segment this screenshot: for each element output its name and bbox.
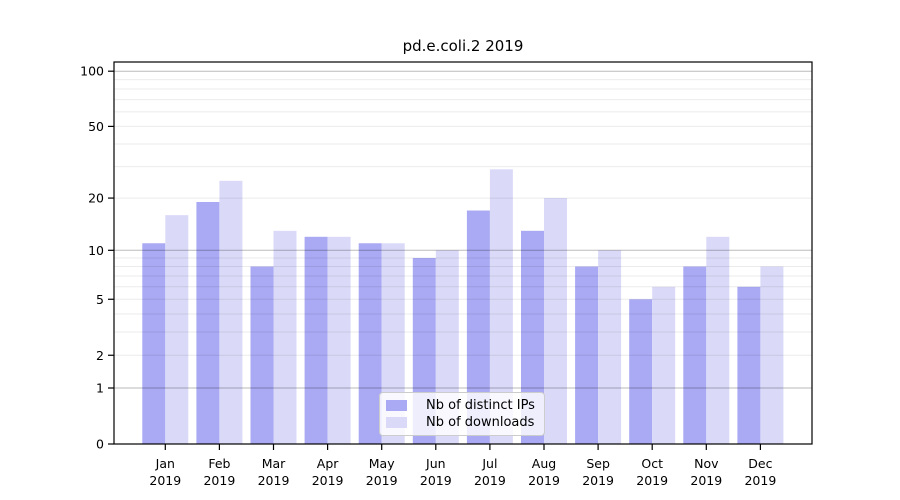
legend: Nb of distinct IPs Nb of downloads xyxy=(379,392,545,436)
bar-downloads-oct xyxy=(652,286,676,444)
x-tick-label-jul: Jul 2019 xyxy=(474,456,506,488)
bar-downloads-feb xyxy=(219,180,243,445)
y-tick-label-0: 0 xyxy=(96,437,104,452)
bar-downloads-jul xyxy=(489,169,513,445)
x-tick-label-dec: Dec 2019 xyxy=(744,456,776,488)
x-tick-label-may: May 2019 xyxy=(366,456,398,488)
x-tick-label-sep: Sep 2019 xyxy=(582,456,614,488)
chart-title: pd.e.coli.2 2019 xyxy=(402,37,524,55)
x-tick-label-jun: Jun 2019 xyxy=(420,456,452,488)
bar-distinct-ips-feb xyxy=(196,202,220,444)
legend-item-distinct-ips: Nb of distinct IPs xyxy=(386,397,538,414)
bar-distinct-ips-may xyxy=(358,243,382,444)
y-tick-label-1: 1 xyxy=(96,381,104,396)
plot-border xyxy=(113,61,813,445)
x-tick-label-aug: Aug 2019 xyxy=(528,456,560,488)
legend-swatch-distinct-ips xyxy=(386,400,407,411)
x-tick-label-mar: Mar 2019 xyxy=(258,456,290,488)
bar-downloads-nov xyxy=(706,236,730,444)
bar-distinct-ips-sep xyxy=(575,266,599,444)
bar-distinct-ips-jan xyxy=(142,243,166,444)
legend-label-downloads: Nb of downloads xyxy=(426,415,535,430)
x-tick-label-nov: Nov 2019 xyxy=(690,456,722,488)
bar-downloads-sep xyxy=(598,250,622,444)
bar-distinct-ips-aug xyxy=(521,230,544,444)
bar-distinct-ips-nov xyxy=(683,266,707,444)
legend-item-downloads: Nb of downloads xyxy=(386,414,538,431)
y-tick-label-20: 20 xyxy=(88,191,104,206)
x-tick-label-feb: Feb 2019 xyxy=(203,456,235,488)
bar-downloads-apr xyxy=(327,236,351,444)
bar-distinct-ips-mar xyxy=(250,266,274,444)
bar-distinct-ips-jul xyxy=(466,210,490,444)
legend-swatch-downloads xyxy=(386,417,407,428)
y-tick-label-2: 2 xyxy=(96,348,104,363)
x-tick-label-oct: Oct 2019 xyxy=(636,456,668,488)
bar-downloads-dec xyxy=(760,266,784,444)
bar-distinct-ips-oct xyxy=(629,299,653,444)
bar-downloads-mar xyxy=(273,230,297,444)
x-tick-label-jan: Jan 2019 xyxy=(149,456,181,488)
bar-distinct-ips-dec xyxy=(737,286,761,444)
y-tick-label-50: 50 xyxy=(88,119,104,134)
bar-downloads-aug xyxy=(544,198,567,444)
y-tick-label-100: 100 xyxy=(80,64,104,79)
bar-downloads-jan xyxy=(165,215,189,444)
bar-distinct-ips-apr xyxy=(304,236,328,444)
legend-label-distinct-ips: Nb of distinct IPs xyxy=(426,398,535,413)
y-tick-label-5: 5 xyxy=(96,292,104,307)
y-tick-label-10: 10 xyxy=(88,243,104,258)
x-tick-label-apr: Apr 2019 xyxy=(312,456,344,488)
